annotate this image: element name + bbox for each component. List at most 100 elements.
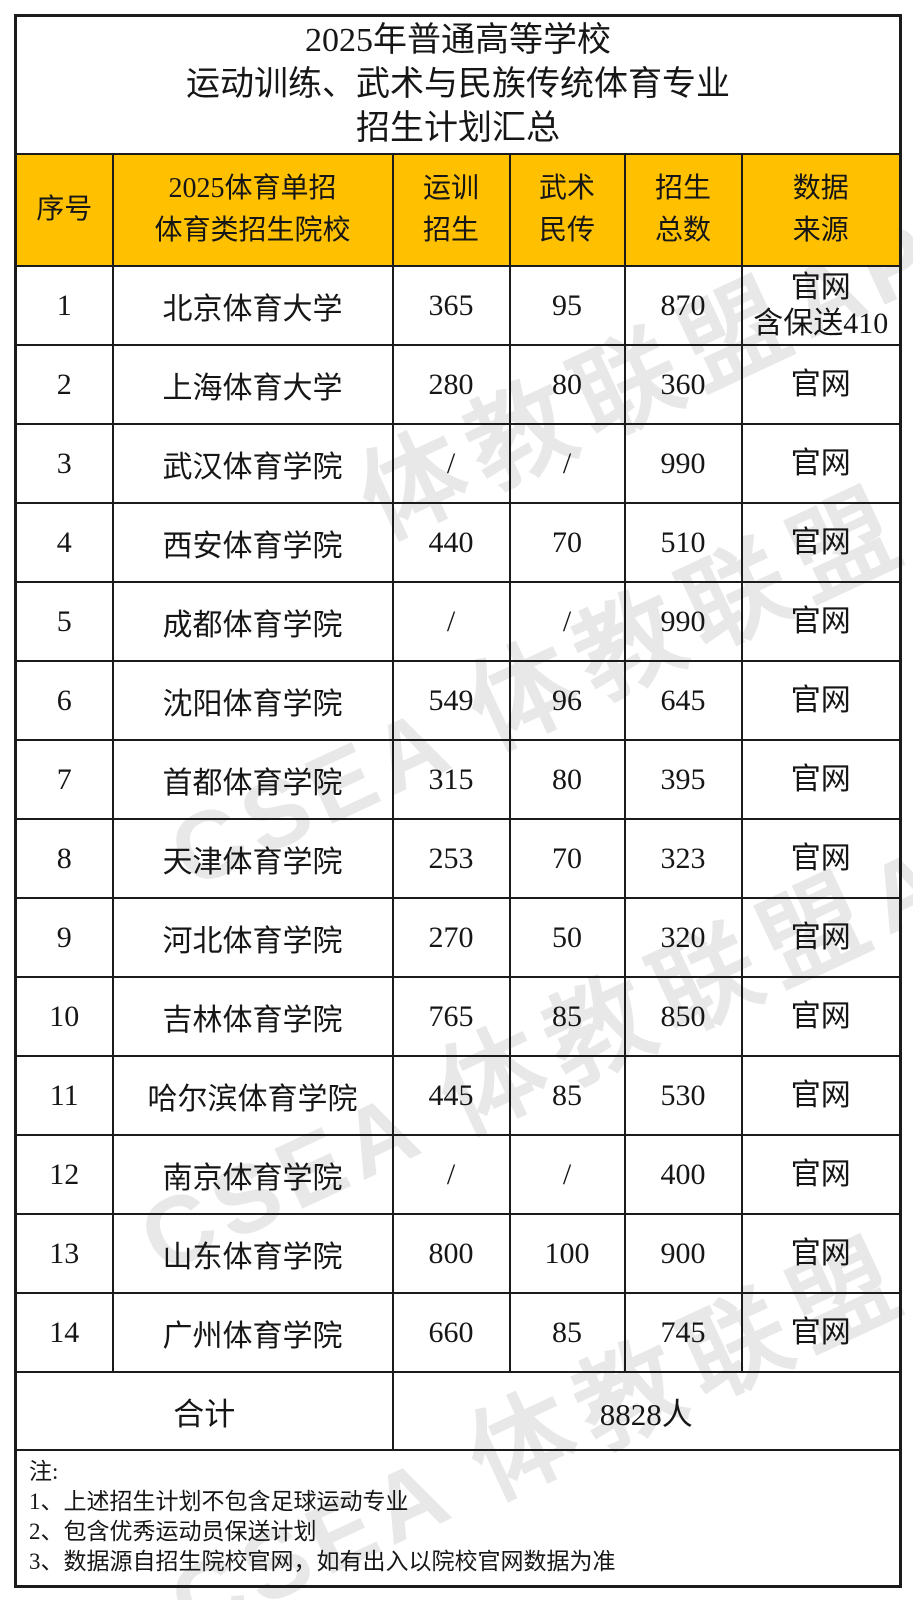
cell-wushu: 95 bbox=[508, 265, 626, 346]
note-item: 2、包含优秀运动员保送计划 bbox=[29, 1519, 317, 1544]
cell-total: 645 bbox=[623, 660, 743, 741]
cell-yunxun: 280 bbox=[391, 344, 511, 425]
cell-total: 323 bbox=[623, 818, 743, 899]
cell-total: 395 bbox=[623, 739, 743, 820]
table-row: 5 成都体育学院 / / 990 官网 bbox=[14, 581, 902, 662]
enrollment-summary-table: 2025年普通高等学校 运动训练、武术与民族传统体育专业 招生计划汇总 序号 2… bbox=[14, 14, 903, 1588]
notes-row: 注: 1、上述招生计划不包含足球运动专业 2、包含优秀运动员保送计划 3、数据源… bbox=[14, 1449, 902, 1588]
page-title-line1: 2025年普通高等学校 bbox=[305, 22, 612, 59]
cell-total: 530 bbox=[623, 1055, 743, 1136]
table-row: 13 山东体育学院 800 100 900 官网 bbox=[14, 1213, 902, 1294]
cell-school: 上海体育大学 bbox=[111, 344, 394, 425]
cell-yunxun: 765 bbox=[391, 976, 511, 1057]
cell-data-source: 官网 bbox=[740, 344, 902, 425]
cell-index: 7 bbox=[14, 739, 114, 820]
note-item: 3、数据源自招生院校官网，如有出入以院校官网数据为准 bbox=[29, 1549, 616, 1574]
cell-total: 510 bbox=[623, 502, 743, 583]
cell-yunxun: 253 bbox=[391, 818, 511, 899]
cell-total: 990 bbox=[623, 581, 743, 662]
table-row: 12 南京体育学院 / / 400 官网 bbox=[14, 1134, 902, 1215]
cell-school: 河北体育学院 bbox=[111, 897, 394, 978]
note-item: 1、上述招生计划不包含足球运动专业 bbox=[29, 1489, 409, 1514]
cell-school: 首都体育学院 bbox=[111, 739, 394, 820]
cell-index: 9 bbox=[14, 897, 114, 978]
cell-wushu: 80 bbox=[508, 344, 626, 425]
cell-index: 14 bbox=[14, 1292, 114, 1373]
notes-section: 注: 1、上述招生计划不包含足球运动专业 2、包含优秀运动员保送计划 3、数据源… bbox=[14, 1449, 902, 1588]
cell-data-source: 官网 bbox=[740, 976, 902, 1057]
cell-wushu: 85 bbox=[508, 976, 626, 1057]
cell-yunxun: 445 bbox=[391, 1055, 511, 1136]
cell-data-source: 官网 bbox=[740, 423, 902, 504]
cell-wushu: 70 bbox=[508, 818, 626, 899]
cell-wushu: 96 bbox=[508, 660, 626, 741]
col-header-source: 数据 来源 bbox=[740, 153, 902, 267]
cell-yunxun: 549 bbox=[391, 660, 511, 741]
col-header-school: 2025体育单招 体育类招生院校 bbox=[111, 153, 394, 267]
cell-yunxun: 365 bbox=[391, 265, 511, 346]
cell-wushu: 100 bbox=[508, 1213, 626, 1294]
col-header-yunxun: 运训 招生 bbox=[391, 153, 511, 267]
cell-total: 745 bbox=[623, 1292, 743, 1373]
cell-school: 哈尔滨体育学院 bbox=[111, 1055, 394, 1136]
cell-index: 2 bbox=[14, 344, 114, 425]
cell-index: 1 bbox=[14, 265, 114, 346]
cell-data-source: 官网 bbox=[740, 1055, 902, 1136]
cell-school: 天津体育学院 bbox=[111, 818, 394, 899]
cell-wushu: / bbox=[508, 1134, 626, 1215]
totals-label: 合计 bbox=[14, 1371, 394, 1451]
totals-row: 合计 8828人 bbox=[14, 1371, 902, 1451]
table-row: 7 首都体育学院 315 80 395 官网 bbox=[14, 739, 902, 820]
cell-data-source: 官网 bbox=[740, 660, 902, 741]
cell-wushu: 80 bbox=[508, 739, 626, 820]
cell-data-source: 官网 bbox=[740, 818, 902, 899]
cell-total: 400 bbox=[623, 1134, 743, 1215]
cell-wushu: 50 bbox=[508, 897, 626, 978]
cell-wushu: 85 bbox=[508, 1292, 626, 1373]
cell-index: 8 bbox=[14, 818, 114, 899]
cell-yunxun: 800 bbox=[391, 1213, 511, 1294]
cell-index: 10 bbox=[14, 976, 114, 1057]
col-header-wushu: 武术 民传 bbox=[508, 153, 626, 267]
cell-total: 850 bbox=[623, 976, 743, 1057]
cell-school: 山东体育学院 bbox=[111, 1213, 394, 1294]
cell-total: 900 bbox=[623, 1213, 743, 1294]
cell-yunxun: 440 bbox=[391, 502, 511, 583]
page-title: 2025年普通高等学校 运动训练、武术与民族传统体育专业 招生计划汇总 bbox=[14, 14, 902, 155]
table-header-row: 序号 2025体育单招 体育类招生院校 运训 招生 武术 民传 招生 总数 数据 来源 bbox=[14, 153, 902, 267]
cell-index: 11 bbox=[14, 1055, 114, 1136]
cell-wushu: 85 bbox=[508, 1055, 626, 1136]
cell-data-source: 官网 bbox=[740, 502, 902, 583]
cell-school: 广州体育学院 bbox=[111, 1292, 394, 1373]
table-row: 8 天津体育学院 253 70 323 官网 bbox=[14, 818, 902, 899]
cell-index: 3 bbox=[14, 423, 114, 504]
cell-yunxun: 315 bbox=[391, 739, 511, 820]
table-row: 9 河北体育学院 270 50 320 官网 bbox=[14, 897, 902, 978]
table-row: 10 吉林体育学院 765 85 850 官网 bbox=[14, 976, 902, 1057]
page-title-line2: 运动训练、武术与民族传统体育专业 bbox=[186, 66, 731, 103]
cell-school: 沈阳体育学院 bbox=[111, 660, 394, 741]
cell-total: 320 bbox=[623, 897, 743, 978]
cell-total: 360 bbox=[623, 344, 743, 425]
table-row: 2 上海体育大学 280 80 360 官网 bbox=[14, 344, 902, 425]
cell-index: 4 bbox=[14, 502, 114, 583]
cell-data-source: 官网 bbox=[740, 739, 902, 820]
col-header-index: 序号 bbox=[14, 153, 114, 267]
cell-index: 12 bbox=[14, 1134, 114, 1215]
cell-wushu: 70 bbox=[508, 502, 626, 583]
cell-school: 西安体育学院 bbox=[111, 502, 394, 583]
cell-yunxun: 270 bbox=[391, 897, 511, 978]
table-row: 11 哈尔滨体育学院 445 85 530 官网 bbox=[14, 1055, 902, 1136]
cell-data-source: 官网 bbox=[740, 1213, 902, 1294]
cell-school: 南京体育学院 bbox=[111, 1134, 394, 1215]
cell-total: 990 bbox=[623, 423, 743, 504]
cell-school: 成都体育学院 bbox=[111, 581, 394, 662]
notes-title: 注: bbox=[29, 1459, 59, 1484]
totals-value: 8828人 bbox=[391, 1371, 902, 1451]
page-title-line3: 招生计划汇总 bbox=[356, 110, 561, 147]
title-row: 2025年普通高等学校 运动训练、武术与民族传统体育专业 招生计划汇总 bbox=[14, 14, 902, 155]
table-row: 14 广州体育学院 660 85 745 官网 bbox=[14, 1292, 902, 1373]
table-row: 1 北京体育大学 365 95 870 官网 含保送410 bbox=[14, 265, 902, 346]
cell-data-source: 官网 含保送410 bbox=[740, 265, 902, 346]
